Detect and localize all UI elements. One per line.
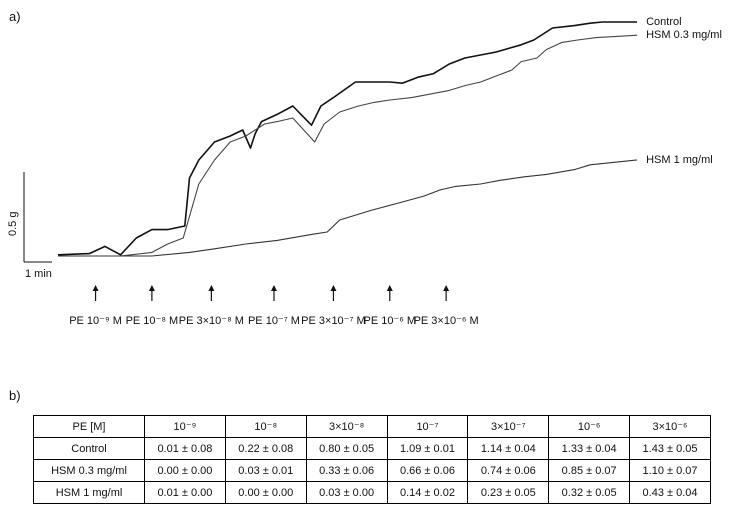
table-header-cell: 10⁻⁸ xyxy=(224,415,307,438)
table-header-cell: 3×10⁻⁸ xyxy=(305,415,388,438)
scale-bar: 0.5 g 1 min xyxy=(7,172,52,280)
trace-hsm-1-mg-ml xyxy=(58,159,638,257)
table-header-cell: 3×10⁻⁶ xyxy=(629,415,711,438)
table-cell: 0.74 ± 0.06 xyxy=(467,459,550,482)
table-header-cell: 10⁻⁹ xyxy=(144,415,226,438)
table-header-cell: 10⁻⁷ xyxy=(386,415,469,438)
pe-arrow: PE 3×10⁻⁸ M xyxy=(179,285,244,327)
table-row: HSM 1 mg/ml 0.01 ± 0.00 0.00 ± 0.00 0.03 ± … xyxy=(33,481,711,504)
table-cell: 0.01 ± 0.00 xyxy=(144,481,226,504)
trace-label: HSM 0.3 mg/ml xyxy=(646,29,722,41)
trace-hsm-0-3-mg-ml xyxy=(58,34,638,257)
pe-dose-arrows: PE 10⁻⁹ M PE 10⁻⁸ M PE 3×10⁻⁸ M PE 10⁻⁷ M PE… xyxy=(69,285,479,327)
panel-b-label: b) xyxy=(9,388,21,403)
arrow-label: PE 10⁻⁹ M xyxy=(69,315,122,327)
arrow-head xyxy=(92,285,99,291)
arrow-label: PE 3×10⁻⁷ M xyxy=(301,315,366,327)
table-cell: 0.22 ± 0.08 xyxy=(224,437,307,460)
table-cell: 0.32 ± 0.05 xyxy=(548,481,631,504)
table-header-cell: 10⁻⁶ xyxy=(548,415,631,438)
table-header-row: PE [M] 10⁻⁹ 10⁻⁸ 3×10⁻⁸ 10⁻⁷ 3×10⁻⁷ 10⁻⁶ 3×10⁻⁶ xyxy=(33,415,711,438)
table-cell: 0.00 ± 0.00 xyxy=(144,459,226,482)
pe-arrow: PE 10⁻⁶ M xyxy=(364,285,417,327)
arrow-label: PE 10⁻⁷ M xyxy=(248,315,300,327)
table-cell: 0.03 ± 0.00 xyxy=(305,481,388,504)
arrow-label: PE 3×10⁻⁶ M xyxy=(414,315,479,327)
pe-arrow: PE 10⁻⁷ M xyxy=(248,285,300,327)
table-cell: 0.23 ± 0.05 xyxy=(467,481,550,504)
table-cell: 1.10 ± 0.07 xyxy=(629,459,711,482)
tension-values-table: PE [M] 10⁻⁹ 10⁻⁸ 3×10⁻⁸ 10⁻⁷ 3×10⁻⁷ 10⁻⁶ 3×10⁻⁶… xyxy=(33,415,711,504)
arrow-head xyxy=(386,285,393,291)
table-cell: 0.33 ± 0.06 xyxy=(305,459,388,482)
scale-bar-y-label: 0.5 g xyxy=(7,212,19,236)
scale-bar-x-label: 1 min xyxy=(25,268,52,280)
table-cell: 1.14 ± 0.04 xyxy=(467,437,550,460)
table-header-cell: 3×10⁻⁷ xyxy=(467,415,550,438)
table-cell: 1.33 ± 0.04 xyxy=(548,437,631,460)
table-row: HSM 0.3 mg/ml 0.00 ± 0.00 0.03 ± 0.01 0.33 … xyxy=(33,459,711,482)
table-cell: 0.80 ± 0.05 xyxy=(305,437,388,460)
table-row: Control 0.01 ± 0.08 0.22 ± 0.08 0.80 ± 0.05… xyxy=(33,437,711,460)
table-cell: 0.14 ± 0.02 xyxy=(386,481,469,504)
table-cell: 0.43 ± 0.04 xyxy=(629,481,711,504)
arrow-label: PE 10⁻⁸ M xyxy=(126,315,179,327)
arrow-head xyxy=(270,285,277,291)
table-cell: 1.43 ± 0.05 xyxy=(629,437,711,460)
arrow-head xyxy=(330,285,337,291)
table-cell: 0.66 ± 0.06 xyxy=(386,459,469,482)
table-cell: 0.85 ± 0.07 xyxy=(548,459,631,482)
row-label-cell: HSM 1 mg/ml xyxy=(33,481,145,504)
arrow-label: PE 10⁻⁶ M xyxy=(364,315,417,327)
pe-arrow: PE 10⁻⁸ M xyxy=(126,285,179,327)
row-label-cell: HSM 0.3 mg/ml xyxy=(33,459,145,482)
arrow-head xyxy=(148,285,155,291)
panel-a-label: a) xyxy=(9,9,21,24)
pe-arrow: PE 10⁻⁹ M xyxy=(69,285,122,327)
series-layer xyxy=(57,21,638,257)
row-label-cell: Control xyxy=(33,437,145,460)
trace-label: Control xyxy=(646,16,681,28)
arrow-head xyxy=(443,285,450,291)
table-header-cell: PE [M] xyxy=(33,415,145,438)
pe-arrow: PE 3×10⁻⁷ M xyxy=(301,285,366,327)
pe-arrow: PE 3×10⁻⁶ M xyxy=(414,285,479,327)
trace-control xyxy=(57,21,638,256)
table-cell: 1.09 ± 0.01 xyxy=(386,437,469,460)
table-cell: 0.01 ± 0.08 xyxy=(144,437,226,460)
table-cell: 0.03 ± 0.01 xyxy=(224,459,307,482)
table-cell: 0.00 ± 0.00 xyxy=(224,481,307,504)
trace-label: HSM 1 mg/ml xyxy=(646,154,713,166)
arrow-label: PE 3×10⁻⁸ M xyxy=(179,315,244,327)
arrow-head xyxy=(208,285,215,291)
